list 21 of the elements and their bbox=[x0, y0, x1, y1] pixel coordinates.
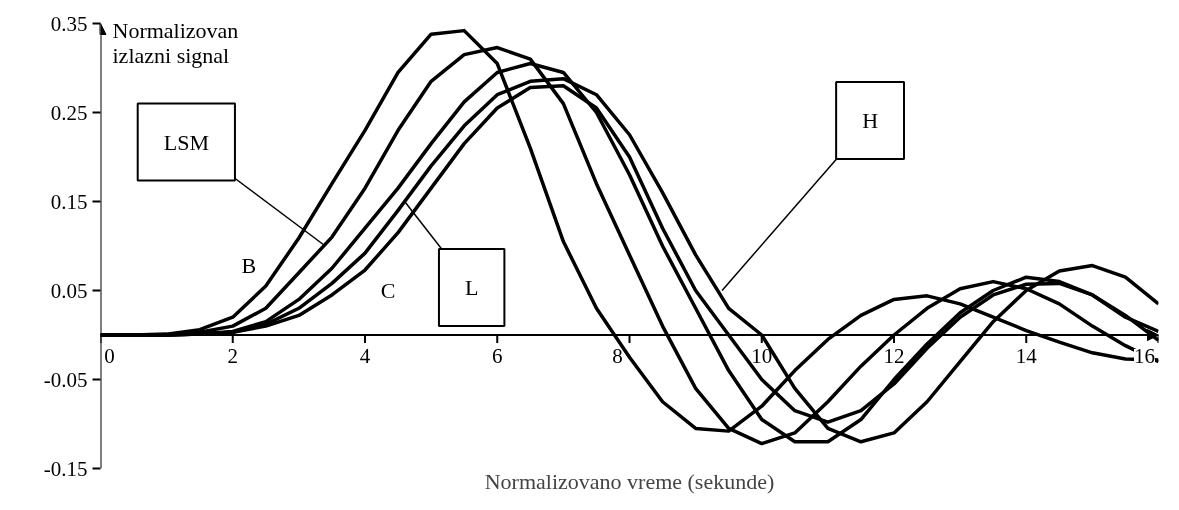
annotation: LSM bbox=[163, 129, 209, 155]
y-tick-label: 0.05 bbox=[50, 278, 88, 303]
x-tick-label: 12 bbox=[883, 344, 905, 368]
x-tick-label: 2 bbox=[227, 344, 238, 368]
x-tick-label: 4 bbox=[359, 344, 371, 368]
annotation: C bbox=[380, 277, 396, 303]
annotation: H bbox=[862, 108, 879, 133]
x-tick-label: 8 bbox=[612, 344, 623, 368]
x-tick-label: 6 bbox=[492, 344, 503, 368]
annotation: L bbox=[464, 275, 479, 300]
x-axis-title: Normalizovano vreme (sekunde) bbox=[484, 468, 775, 494]
x-tick-label: 10 bbox=[751, 344, 773, 368]
y-tick-label: -0.05 bbox=[43, 367, 88, 392]
y-tick-label: 0.25 bbox=[50, 100, 88, 125]
annotation: B bbox=[241, 252, 257, 278]
x-tick-label: 16 bbox=[1134, 344, 1155, 368]
y-tick-label: 0.15 bbox=[50, 189, 88, 214]
x-tick-label: 0 bbox=[104, 344, 115, 368]
y-tick-label: -0.15 bbox=[43, 456, 88, 481]
x-tick-label: 14 bbox=[1015, 344, 1038, 368]
y-tick-label: 0.35 bbox=[50, 11, 88, 36]
